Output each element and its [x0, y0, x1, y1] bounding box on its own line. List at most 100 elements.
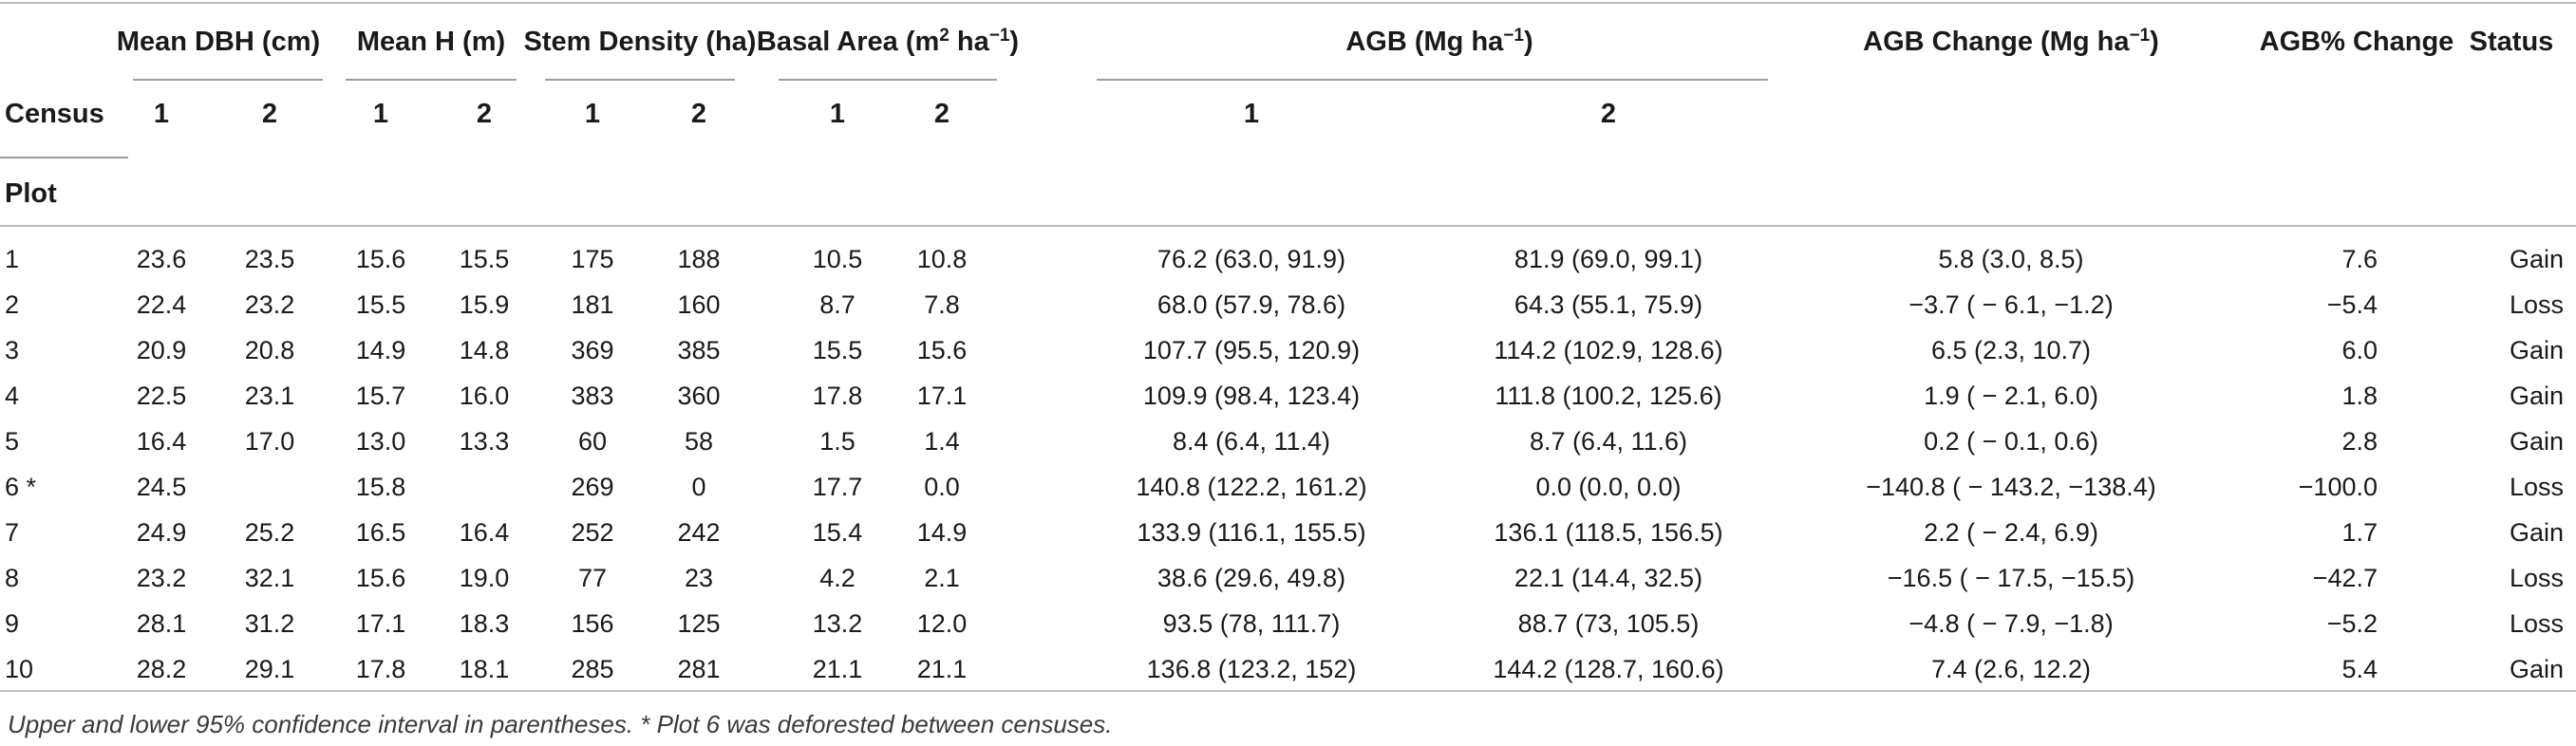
cell-dbh1: 20.9 — [136, 336, 187, 364]
cell-h2: 15.9 — [459, 290, 510, 319]
cell-ba1: 17.8 — [812, 382, 863, 410]
cell-agb2: 0.0 (0.0, 0.0) — [1535, 473, 1682, 501]
cell-change: 6.5 (2.3, 10.7) — [1930, 336, 2092, 364]
cell-sd2: 160 — [677, 290, 721, 319]
cell-ba2: 1.4 — [924, 427, 960, 456]
cell-h1: 15.7 — [355, 382, 406, 410]
column-header-h: Mean H (m) — [356, 27, 506, 57]
cell-pct: −5.4 — [2326, 290, 2378, 319]
column-header-agbc: AGB Change (Mg ha−1) — [1863, 26, 2159, 57]
cell-h1: 14.9 — [355, 336, 406, 364]
cell-agb1: 93.5 (78, 111.7) — [1162, 609, 1341, 638]
cell-agb1: 133.9 (116.1, 155.5) — [1137, 518, 1366, 547]
cell-pct: 7.6 — [2341, 245, 2378, 273]
cell-ba1: 17.7 — [812, 473, 863, 501]
group-underline-agb — [1097, 79, 1768, 81]
cell-sd1: 285 — [571, 655, 614, 683]
cell-ba2: 10.8 — [916, 245, 968, 273]
cell-dbh2: 23.2 — [244, 290, 295, 319]
cell-agb1: 136.8 (123.2, 152) — [1146, 655, 1357, 683]
cell-sd2: 188 — [677, 245, 721, 273]
cell-dbh2: 23.1 — [244, 382, 295, 410]
census-underline — [0, 157, 128, 159]
cell-dbh1: 28.2 — [136, 655, 187, 683]
cell-agb2: 8.7 (6.4, 11.6) — [1529, 427, 1688, 456]
census-number: 2 — [690, 99, 707, 129]
cell-sd1: 383 — [571, 382, 614, 410]
cell-h2: 14.8 — [459, 336, 510, 364]
cell-ba2: 0.0 — [924, 473, 960, 501]
cell-dbh1: 24.9 — [136, 518, 187, 547]
census-number: 1 — [584, 99, 601, 129]
census-number: 2 — [261, 99, 278, 129]
cell-agb1: 38.6 (29.6, 49.8) — [1156, 564, 1346, 592]
cell-status: Gain — [2509, 518, 2564, 547]
group-underline-dbh — [133, 79, 323, 81]
census-number: 2 — [1600, 99, 1617, 129]
cell-sd2: 58 — [684, 427, 714, 456]
cell-agb2: 88.7 (73, 105.5) — [1517, 609, 1700, 638]
cell-change: 7.4 (2.6, 12.2) — [1930, 655, 2092, 683]
cell-sd1: 156 — [571, 609, 614, 638]
cell-agb1: 76.2 (63.0, 91.9) — [1156, 245, 1346, 273]
cell-pct: 6.0 — [2341, 336, 2378, 364]
cell-h1: 13.0 — [355, 427, 406, 456]
cell-plot: 5 — [5, 427, 20, 456]
cell-sd1: 252 — [571, 518, 614, 547]
cell-ba1: 4.2 — [819, 564, 856, 592]
cell-sd2: 242 — [677, 518, 721, 547]
cell-ba1: 13.2 — [812, 609, 863, 638]
cell-agb2: 111.8 (100.2, 125.6) — [1495, 382, 1722, 410]
cell-agb2: 136.1 (118.5, 156.5) — [1494, 518, 1723, 547]
cell-sd1: 269 — [571, 473, 614, 501]
cell-h2: 19.0 — [459, 564, 510, 592]
cell-plot: 7 — [5, 518, 20, 547]
cell-dbh1: 16.4 — [136, 427, 187, 456]
cell-h2: 16.4 — [459, 518, 510, 547]
cell-sd1: 181 — [571, 290, 614, 319]
cell-dbh2: 25.2 — [244, 518, 295, 547]
cell-plot: 8 — [5, 564, 20, 592]
census-label: Census — [5, 99, 104, 129]
cell-dbh2: 17.0 — [244, 427, 295, 456]
cell-ba2: 2.1 — [924, 564, 960, 592]
cell-change: 0.2 ( − 0.1, 0.6) — [1924, 427, 2098, 456]
cell-plot: 3 — [5, 336, 20, 364]
cell-plot: 2 — [5, 290, 20, 319]
cell-agb2: 144.2 (128.7, 160.6) — [1493, 655, 1724, 683]
cell-dbh1: 28.1 — [136, 609, 187, 638]
cell-h1: 16.5 — [355, 518, 406, 547]
cell-pct: −42.7 — [2312, 564, 2378, 592]
cell-dbh1: 23.6 — [136, 245, 187, 273]
cell-agb2: 22.1 (14.4, 32.5) — [1514, 564, 1703, 592]
cell-agb1: 8.4 (6.4, 11.4) — [1172, 427, 1331, 456]
column-header-agb: AGB (Mg ha−1) — [1345, 26, 1533, 57]
cell-change: −140.8 ( − 143.2, −138.4) — [1866, 473, 2156, 501]
column-header-status: Status — [2469, 27, 2554, 57]
cell-pct: 2.8 — [2341, 427, 2378, 456]
column-header-sd: Stem Density (ha) — [523, 27, 757, 57]
cell-status: Loss — [2509, 473, 2564, 501]
cell-change: 5.8 (3.0, 8.5) — [1938, 245, 2084, 273]
cell-sd1: 60 — [577, 427, 608, 456]
cell-agb1: 140.8 (122.2, 161.2) — [1136, 473, 1367, 501]
cell-plot: 1 — [5, 245, 20, 273]
cell-h2: 18.1 — [459, 655, 510, 683]
cell-sd2: 385 — [677, 336, 721, 364]
census-number: 1 — [153, 99, 170, 129]
cell-ba1: 21.1 — [812, 655, 863, 683]
cell-h2: 13.3 — [459, 427, 510, 456]
cell-h2: 15.5 — [459, 245, 510, 273]
cell-plot: 4 — [5, 382, 20, 410]
cell-agb1: 109.9 (98.4, 123.4) — [1142, 382, 1361, 410]
cell-plot: 6 * — [5, 473, 37, 501]
cell-dbh1: 22.5 — [136, 382, 187, 410]
cell-agb2: 81.9 (69.0, 99.1) — [1514, 245, 1703, 273]
cell-pct: −5.2 — [2326, 609, 2378, 638]
cell-sd1: 77 — [577, 564, 608, 592]
cell-agb2: 114.2 (102.9, 128.6) — [1494, 336, 1723, 364]
group-underline-ba — [779, 79, 997, 81]
cell-dbh1: 23.2 — [136, 564, 187, 592]
cell-status: Gain — [2509, 427, 2564, 456]
cell-h1: 15.6 — [355, 564, 406, 592]
